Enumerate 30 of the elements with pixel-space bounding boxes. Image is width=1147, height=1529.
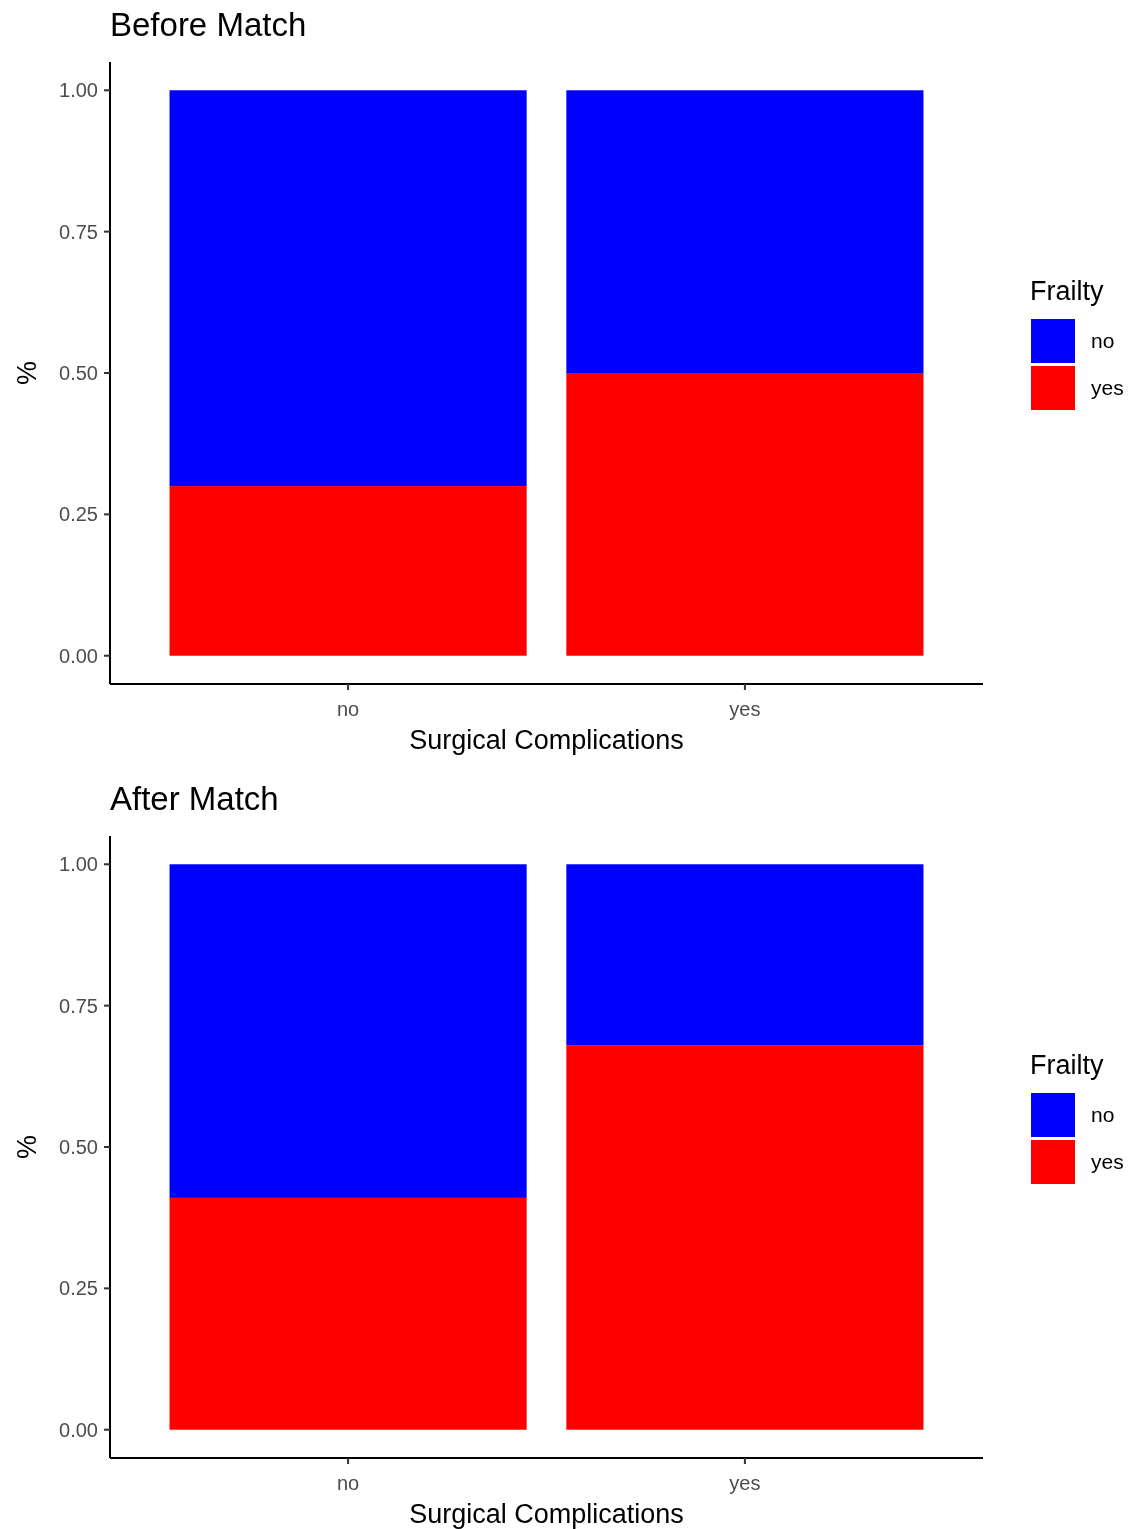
legend-label: no [1091, 1103, 1115, 1127]
legend-title: Frailty [1030, 1050, 1104, 1080]
y-tick-label: 0.00 [59, 1418, 98, 1441]
y-tick-label: 0.25 [59, 503, 98, 526]
legend-label: yes [1091, 1150, 1124, 1174]
y-tick-label: 0.75 [59, 994, 98, 1017]
legend-label: no [1091, 329, 1115, 353]
y-tick-label: 0.50 [59, 362, 98, 384]
bar [566, 373, 924, 656]
legend-label: yes [1091, 376, 1124, 400]
y-axis-title: % [12, 360, 42, 386]
bar [169, 864, 527, 1198]
legend-title: Frailty [1030, 276, 1104, 306]
y-tick-label: 1.00 [59, 79, 98, 102]
bar [566, 1045, 924, 1430]
bar [566, 864, 924, 1046]
bar [566, 90, 924, 373]
chart-title: After Match [110, 780, 279, 817]
y-tick-label: 1.00 [59, 853, 98, 876]
bar [169, 486, 527, 656]
y-tick-label: 0.25 [59, 1277, 98, 1300]
y-tick-label: 0.50 [59, 1136, 98, 1158]
chart-title: Before Match [110, 6, 307, 43]
y-tick-label: 0.75 [59, 220, 98, 243]
bar [169, 1197, 527, 1430]
bar [169, 90, 527, 487]
y-tick-label: 0.00 [59, 644, 98, 667]
y-axis-title: % [12, 1134, 42, 1160]
x-axis-title: Surgical Complications [409, 725, 684, 755]
x-axis-title: Surgical Complications [409, 1499, 684, 1529]
